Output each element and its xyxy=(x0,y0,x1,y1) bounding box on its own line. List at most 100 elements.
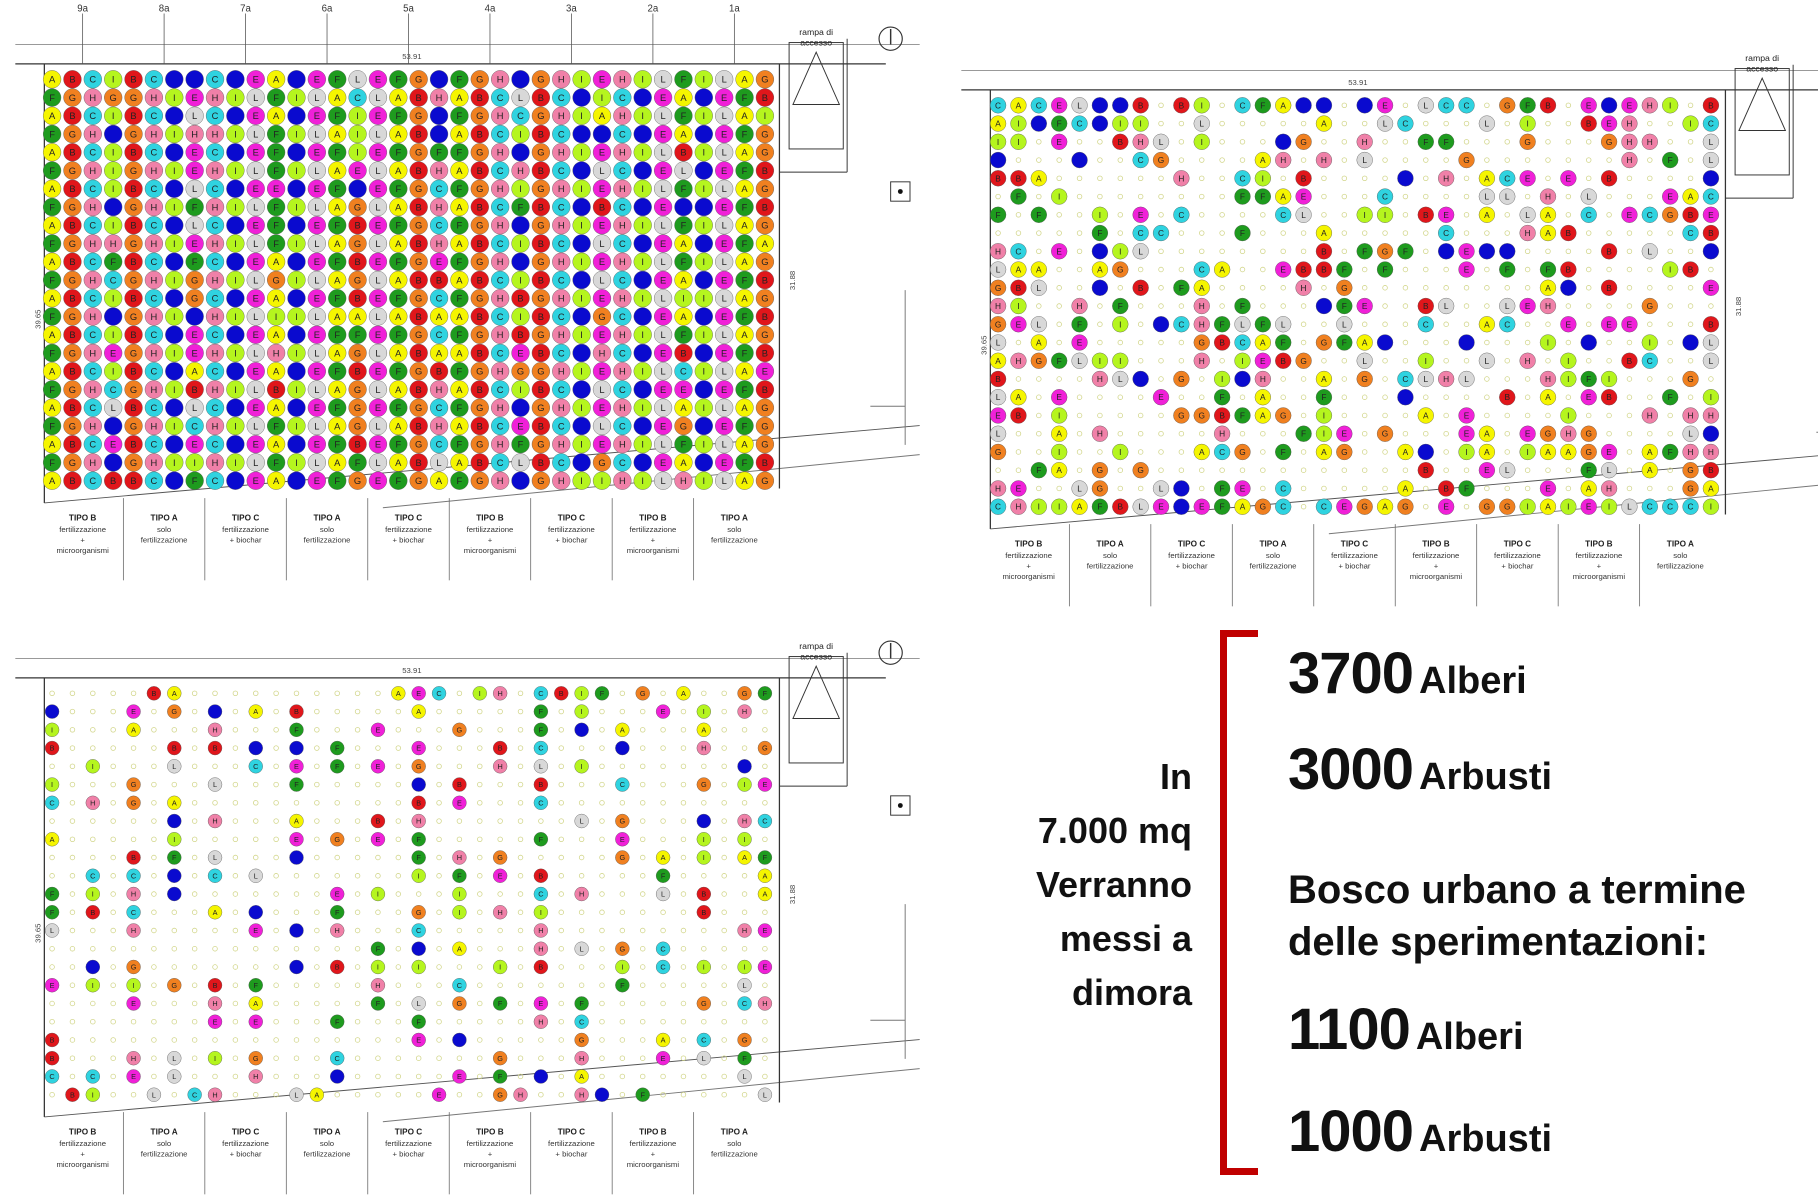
plant-dot xyxy=(1539,297,1557,315)
plant-species-letter: H xyxy=(619,403,626,413)
plant-dot xyxy=(615,740,630,756)
plant-dot xyxy=(348,106,367,125)
plant-dot xyxy=(1600,115,1618,132)
plant-species-letter: C xyxy=(1077,119,1083,129)
plant-dot xyxy=(552,398,571,417)
empty-planting-spot xyxy=(375,1019,381,1025)
treatment-detail: fertilizzazione xyxy=(1331,551,1378,560)
empty-planting-spot xyxy=(1117,394,1123,400)
empty-planting-spot xyxy=(1361,120,1368,127)
empty-planting-spot xyxy=(1687,157,1694,163)
plant-dot xyxy=(1051,443,1068,461)
plant-dot xyxy=(1010,498,1027,515)
empty-planting-spot xyxy=(1239,120,1246,127)
plant-species-letter: H xyxy=(619,294,626,304)
plant-dot xyxy=(1519,498,1536,515)
empty-planting-spot xyxy=(212,800,218,806)
empty-planting-spot xyxy=(1178,449,1185,455)
plant-dot xyxy=(287,453,306,472)
plant-dot xyxy=(248,978,263,993)
plant-dot xyxy=(533,722,549,737)
empty-planting-spot xyxy=(1137,303,1144,309)
plant-dot xyxy=(613,416,632,436)
plant-species-letter: I xyxy=(173,421,176,431)
plant-dot xyxy=(85,905,100,920)
empty-planting-spot xyxy=(171,909,177,915)
treatment-detail: fertilizzazione xyxy=(222,1139,269,1148)
empty-planting-spot xyxy=(1361,230,1368,236)
plant-species-letter: B xyxy=(599,202,605,212)
plant-species-letter: E xyxy=(416,689,421,698)
plant-species-letter: B xyxy=(130,257,136,267)
empty-planting-spot xyxy=(1036,412,1042,419)
empty-planting-spot xyxy=(191,982,198,988)
treatment-detail: + xyxy=(1434,562,1439,571)
plant-species-letter: A xyxy=(354,312,361,322)
empty-planting-spot xyxy=(1504,230,1510,236)
empty-planting-spot xyxy=(1260,467,1266,473)
empty-planting-spot xyxy=(1097,139,1103,145)
plant-species-letter: G xyxy=(1484,502,1490,512)
empty-planting-spot xyxy=(1280,120,1286,127)
plant-species-letter: I xyxy=(703,963,705,972)
plant-dot xyxy=(613,362,632,381)
empty-planting-spot xyxy=(640,727,646,733)
plant-dot xyxy=(1112,370,1129,388)
plant-dot xyxy=(411,868,426,883)
plant-dot xyxy=(63,252,82,271)
plant-dot xyxy=(246,435,265,454)
plant-species-letter: H xyxy=(1443,173,1449,183)
plant-species-letter: B xyxy=(354,294,360,304)
plant-dot xyxy=(1030,115,1047,132)
plant-dot xyxy=(83,289,102,308)
plant-species-letter: L xyxy=(1627,502,1632,512)
empty-planting-spot xyxy=(130,1019,137,1025)
plant-dot xyxy=(450,234,469,253)
plant-dot xyxy=(1478,170,1496,187)
empty-planting-spot xyxy=(191,800,198,806)
plant-dot xyxy=(533,1069,549,1084)
plant-species-letter: G xyxy=(497,1054,503,1063)
plant-dot xyxy=(633,471,652,490)
empty-planting-spot xyxy=(619,1073,626,1080)
plant-dot xyxy=(574,996,589,1011)
plant-dot xyxy=(126,868,141,883)
plant-dot xyxy=(735,435,754,454)
plant-species-letter: H xyxy=(457,853,462,862)
plant-species-letter: I xyxy=(703,75,706,85)
plant-species-letter: A xyxy=(1545,392,1551,402)
plant-dot xyxy=(1254,352,1271,369)
empty-planting-spot xyxy=(1097,157,1103,163)
plant-species-letter: A xyxy=(395,202,402,212)
treatment-type: TIPO A xyxy=(1259,539,1286,548)
plant-dot xyxy=(491,252,510,271)
empty-planting-spot xyxy=(1056,266,1062,273)
empty-planting-spot xyxy=(1260,120,1266,127)
empty-planting-spot xyxy=(232,982,239,988)
plant-species-letter: B xyxy=(457,780,462,789)
empty-planting-spot xyxy=(314,927,320,934)
plant-dot xyxy=(1254,498,1271,515)
empty-planting-spot xyxy=(1463,285,1470,291)
empty-planting-spot xyxy=(1586,285,1592,291)
plant-species-letter: A xyxy=(741,440,748,450)
plant-dot xyxy=(207,777,223,792)
plant-species-letter: I xyxy=(458,890,460,899)
plant-dot xyxy=(1234,498,1251,515)
empty-planting-spot xyxy=(232,854,239,861)
empty-planting-spot xyxy=(1524,394,1531,400)
treatment-detail: solo xyxy=(320,525,334,534)
plant-dot xyxy=(411,704,426,719)
plant-dot xyxy=(653,106,673,125)
plant-dot xyxy=(205,143,225,162)
empty-planting-spot xyxy=(1321,212,1327,218)
empty-planting-spot xyxy=(1056,157,1062,163)
plant-species-letter: B xyxy=(1443,483,1449,493)
plant-species-letter: I xyxy=(703,257,706,267)
plant-dot xyxy=(1275,97,1292,114)
plant-species-letter: G xyxy=(598,458,605,468)
plant-species-letter: F xyxy=(518,440,524,450)
empty-planting-spot xyxy=(1260,212,1266,218)
